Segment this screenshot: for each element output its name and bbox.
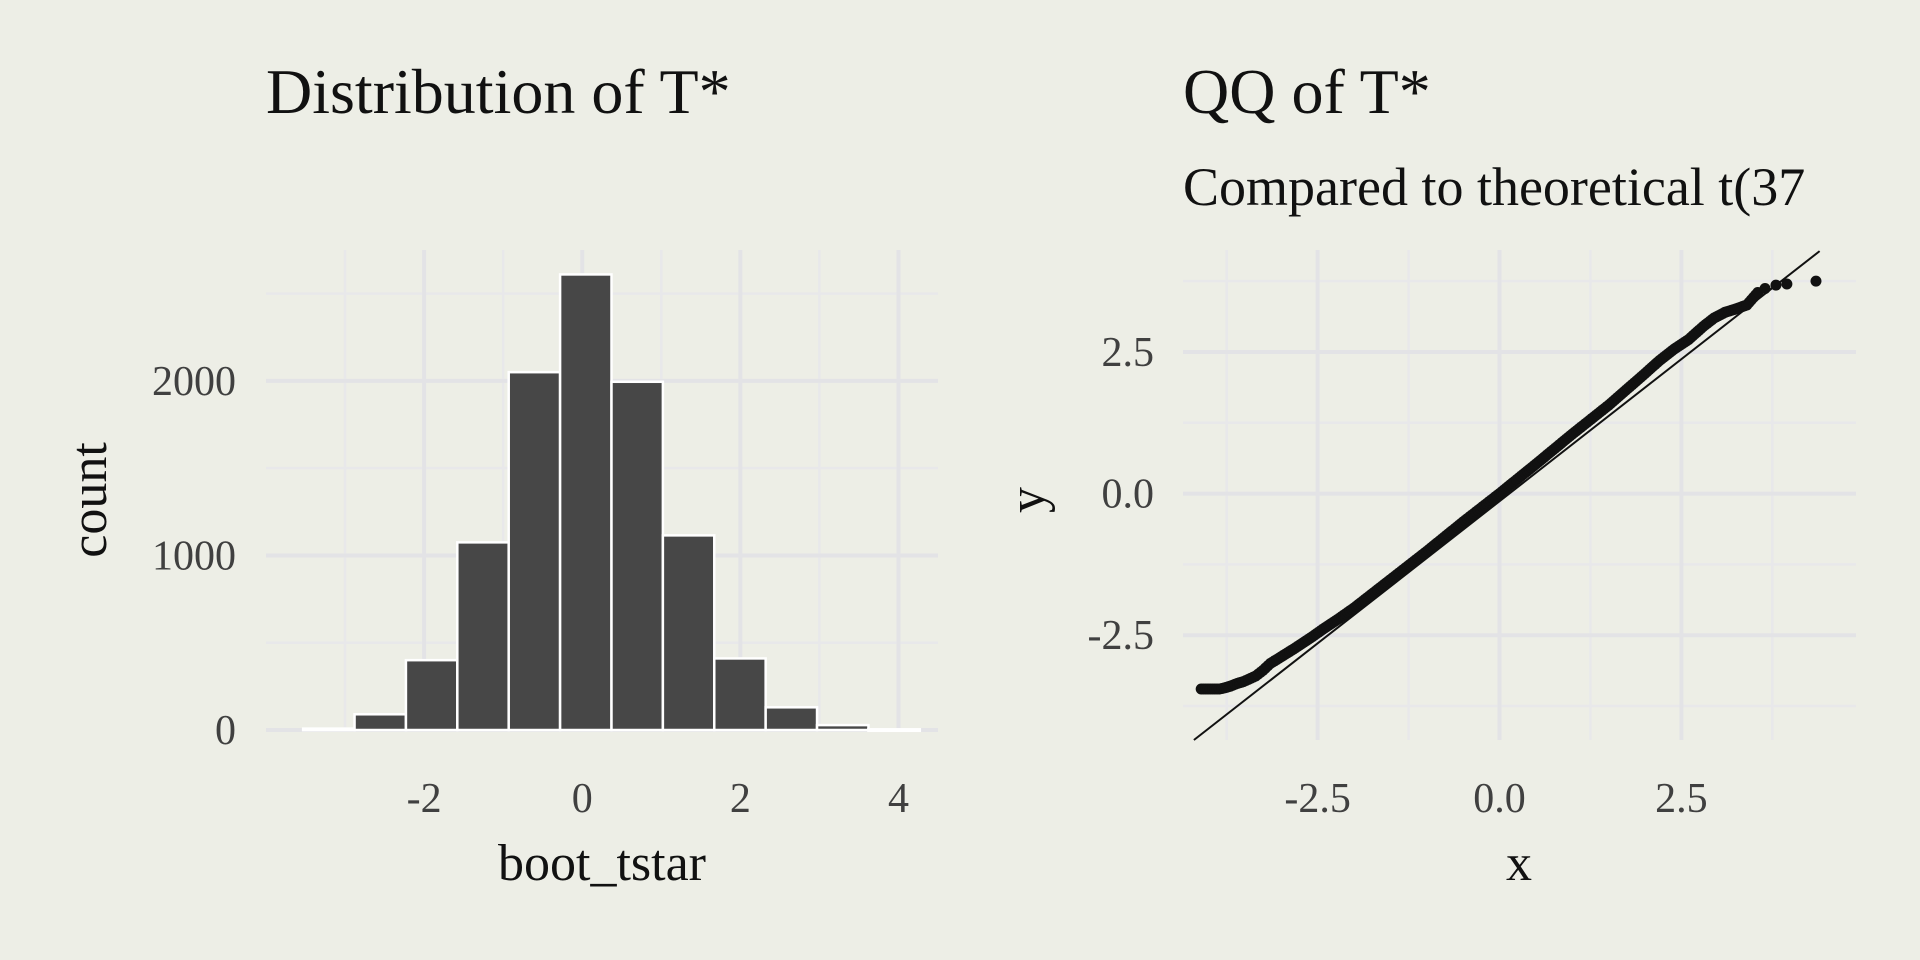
histogram-bar [867, 728, 922, 733]
histogram-panel: Distribution of T* -2 0 2 4 0 1000 2000 boot_… [61, 56, 938, 892]
histogram-bar [661, 534, 716, 732]
x-tick-label: -2.5 [1284, 776, 1351, 822]
y-tick-label: 0 [215, 708, 236, 754]
x-tick-label: 2.5 [1655, 776, 1708, 822]
qq-panel: QQ of T* Compared to theoretical t(37 -2… [999, 56, 1856, 892]
histogram-bar [507, 370, 562, 732]
histogram-bar [353, 713, 408, 732]
qq-reference-line [1193, 250, 1821, 741]
histogram-x-axis-title: boot_tstar [498, 835, 706, 892]
qq-x-axis-title: x [1506, 835, 1532, 892]
y-tick-label: 2000 [152, 359, 236, 405]
x-tick-label: 0.0 [1473, 776, 1526, 822]
x-tick-label: 2 [730, 776, 751, 822]
qq-line [1193, 250, 1821, 741]
qq-y-ticks: -2.5 0.0 2.5 [1088, 330, 1155, 659]
histogram-bar [713, 657, 767, 732]
x-tick-label: 4 [888, 776, 909, 822]
qq-point [1781, 278, 1793, 290]
qq-subtitle: Compared to theoretical t(37 [1183, 157, 1805, 217]
x-tick-label: 0 [572, 776, 593, 822]
qq-gridlines [1183, 250, 1856, 740]
y-tick-label: 0.0 [1102, 472, 1155, 518]
histogram-bar [456, 541, 510, 732]
histogram-bar [558, 273, 613, 732]
histogram-bars [301, 273, 922, 733]
histogram-title: Distribution of T* [266, 56, 731, 127]
histogram-bar [610, 380, 665, 732]
histogram-bar [815, 723, 870, 732]
qq-point [1770, 279, 1782, 291]
qq-point [1810, 275, 1822, 287]
y-tick-label: 1000 [152, 533, 236, 579]
qq-points [1195, 275, 1822, 695]
qq-point [1759, 283, 1771, 295]
y-tick-label: -2.5 [1088, 613, 1155, 659]
qq-x-ticks: -2.5 0.0 2.5 [1284, 776, 1707, 822]
histogram-y-axis-title: count [61, 442, 118, 558]
histogram-x-ticks: -2 0 2 4 [407, 776, 909, 822]
y-tick-label: 2.5 [1102, 330, 1155, 376]
histogram-bar [404, 658, 459, 732]
histogram-bar [764, 706, 819, 732]
x-tick-label: -2 [407, 776, 442, 822]
histogram-bar [301, 727, 356, 732]
histogram-y-ticks: 0 1000 2000 [152, 359, 236, 754]
qq-y-axis-title: y [999, 487, 1056, 513]
qq-title: QQ of T* [1183, 56, 1431, 127]
